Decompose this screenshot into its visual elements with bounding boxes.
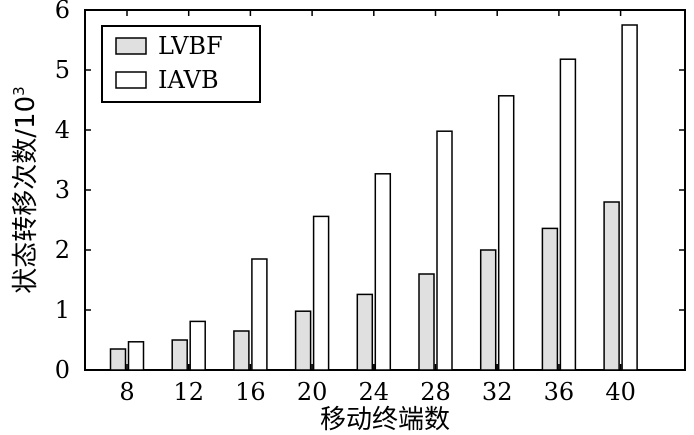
bar-iavb-20	[312, 215, 330, 371]
bar-iavb-28	[436, 130, 453, 371]
bar-lvbf-24	[356, 293, 374, 371]
y-tick-label: 2	[55, 236, 70, 264]
x-axis: 8 12 16 20 24 28 32 36 40	[119, 10, 636, 406]
bar-lvbf-28	[418, 273, 435, 371]
bar-iavb-32	[497, 95, 515, 371]
svg-text:状态转移次数/103: 状态转移次数/103	[10, 86, 41, 293]
bar-lvbf-8	[109, 348, 127, 371]
y-axis-title-group: 状态转移次数/103	[10, 86, 41, 293]
bars-layer	[109, 24, 638, 371]
y-tick-label: 4	[55, 116, 70, 144]
legend-swatch-lvbf	[115, 37, 147, 55]
bar-lvbf-36	[541, 227, 559, 371]
bar-lvbf-20	[294, 310, 312, 371]
y-tick-label: 5	[55, 56, 70, 84]
x-tick-label: 36	[544, 378, 575, 406]
bar-iavb-8	[127, 341, 145, 371]
y-axis: 0 1 2 3 4 5 6	[55, 0, 685, 384]
legend-label-lvbf: LVBF	[158, 32, 223, 60]
y-tick-label: 6	[55, 0, 70, 24]
bar-iavb-40	[621, 24, 638, 371]
y-tick-label: 3	[55, 176, 70, 204]
x-tick-label: 32	[482, 378, 513, 406]
bar-lvbf-12	[171, 339, 188, 371]
bar-iavb-24	[374, 173, 392, 371]
bar-iavb-16	[251, 258, 268, 371]
x-tick-label: 8	[119, 378, 134, 406]
x-tick-label: 16	[235, 378, 266, 406]
x-tick-label: 24	[359, 378, 390, 406]
y-tick-label: 0	[55, 356, 70, 384]
x-tick-label: 40	[605, 378, 636, 406]
y-tick-label: 1	[55, 296, 70, 324]
bar-lvbf-32	[479, 249, 497, 371]
bar-iavb-36	[559, 58, 577, 371]
x-tick-label: 12	[173, 378, 204, 406]
bar-iavb-12	[189, 320, 206, 371]
y-axis-title-exponent: 3	[10, 86, 28, 96]
y-axis-title: 状态转移次数/10	[11, 96, 41, 294]
x-tick-label: 28	[420, 378, 451, 406]
legend-label-iavb: IAVB	[158, 66, 219, 94]
x-axis-title: 移动终端数	[320, 405, 450, 435]
legend: LVBF IAVB	[101, 25, 261, 103]
bar-lvbf-40	[603, 201, 620, 371]
legend-swatch-iavb	[115, 71, 147, 89]
x-tick-label: 20	[297, 378, 328, 406]
bar-lvbf-16	[233, 330, 250, 371]
